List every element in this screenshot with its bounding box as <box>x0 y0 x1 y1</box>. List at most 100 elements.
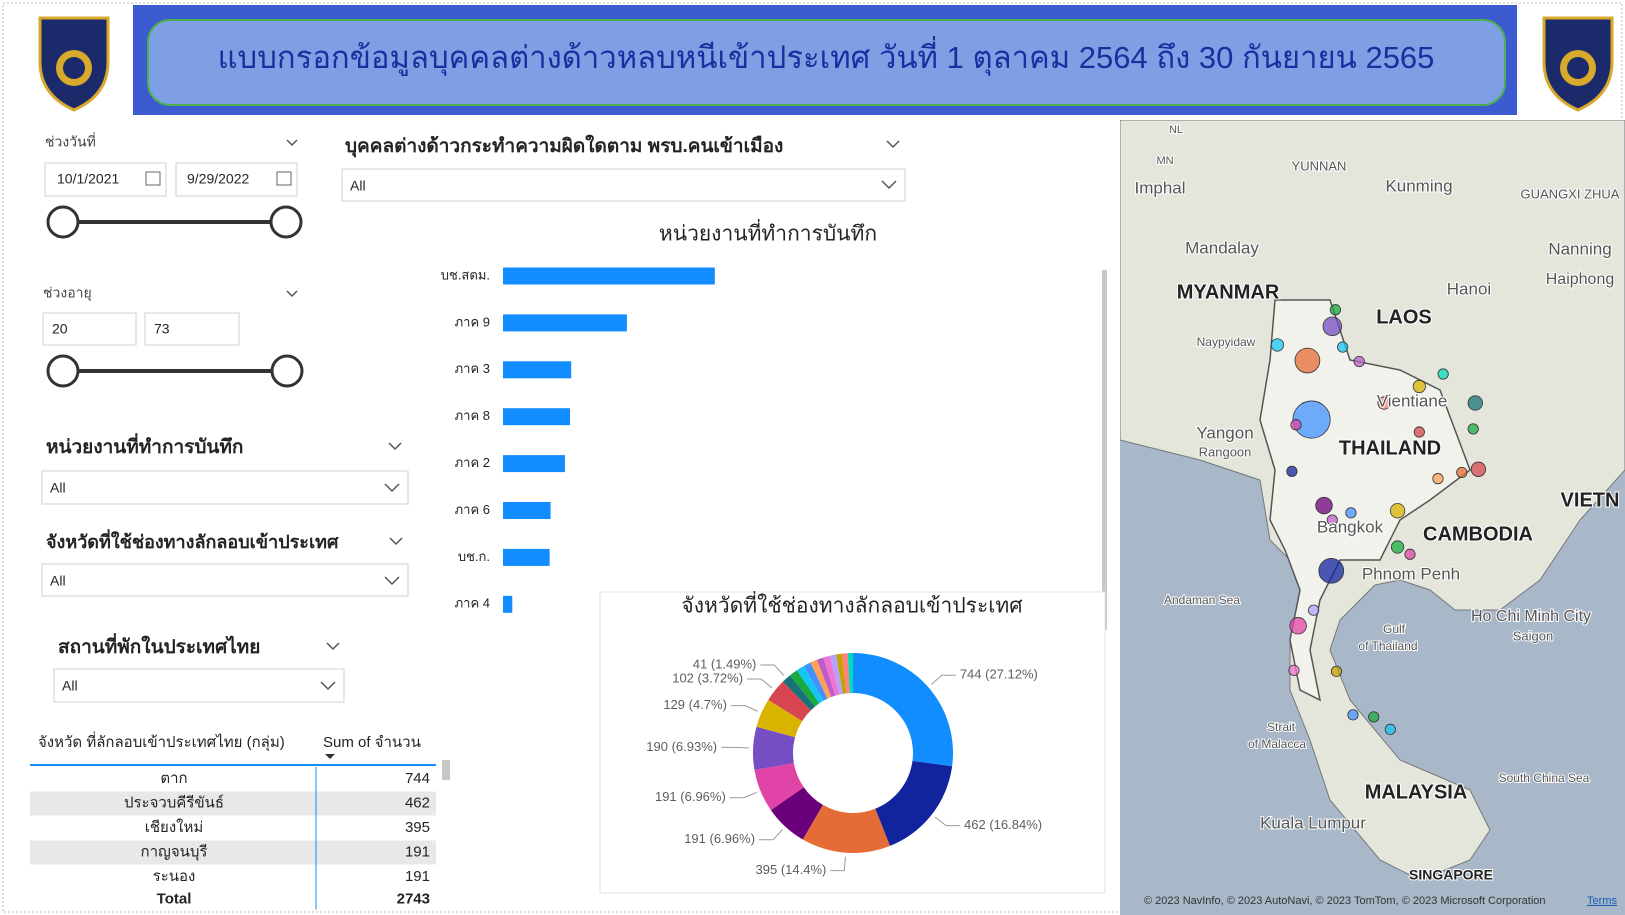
map-bubble[interactable] <box>1293 401 1330 438</box>
map-attribution: © 2023 NavInfo, © 2023 AutoNavi, © 2023 … <box>1144 895 1546 907</box>
map-bubble[interactable] <box>1271 339 1283 351</box>
slider-handle[interactable] <box>271 207 301 237</box>
map-label: GUANGXI ZHUA <box>1521 186 1620 201</box>
dropdown-value[interactable]: All <box>62 678 78 694</box>
data-label: 102 (3.72%) <box>672 670 743 685</box>
map-bubble[interactable] <box>1457 467 1467 477</box>
column-header[interactable]: Sum of จำนวน <box>323 734 421 751</box>
map-label: MALAYSIA <box>1365 781 1468 803</box>
map-bubble[interactable] <box>1323 317 1342 336</box>
map-bubble[interactable] <box>1291 420 1301 430</box>
chart-title: หน่วยงานที่ทำการบันทึก <box>659 219 877 246</box>
map-label: Kunming <box>1385 176 1452 195</box>
map-bubble[interactable] <box>1385 724 1395 734</box>
map-bubble[interactable] <box>1319 558 1344 583</box>
category-label: ภาค 9 <box>455 314 490 329</box>
header-title: แบบกรอกข้อมูลบุคคลต่างด้าวหลบหนีเข้าประเ… <box>218 36 1435 77</box>
slider-handle[interactable] <box>48 356 78 386</box>
map-label: THAILAND <box>1339 437 1441 459</box>
age-min[interactable]: 20 <box>52 321 68 337</box>
map-bubble[interactable] <box>1468 396 1483 411</box>
map-label: Bangkok <box>1317 517 1384 536</box>
map-bubble[interactable] <box>1295 348 1320 373</box>
map-label: LAOS <box>1376 306 1432 328</box>
dropdown-value[interactable]: All <box>350 178 366 194</box>
map-label: Ho Chi Minh City <box>1471 608 1591 625</box>
slider-handle[interactable] <box>48 207 78 237</box>
data-label: 191 (6.96%) <box>684 831 755 846</box>
map-label: Naypyidaw <box>1197 335 1256 349</box>
scrollbar[interactable] <box>442 760 450 780</box>
map-bubble[interactable] <box>1471 462 1486 477</box>
category-label: ภาค 2 <box>455 455 490 470</box>
bar[interactable] <box>503 549 550 566</box>
age-max[interactable]: 73 <box>154 321 170 337</box>
data-label: 190 (6.93%) <box>646 739 717 754</box>
map-label: Kuala Lumpur <box>1260 813 1366 832</box>
dropdown[interactable] <box>342 169 905 201</box>
map-bubble[interactable] <box>1369 712 1379 722</box>
bar[interactable] <box>503 455 565 472</box>
map-bubble[interactable] <box>1390 503 1405 518</box>
cell: 191 <box>405 868 430 885</box>
map-label: YUNNAN <box>1292 158 1347 173</box>
map-bubble[interactable] <box>1468 424 1478 434</box>
map-label: Haiphong <box>1546 271 1615 288</box>
row-band <box>30 792 436 816</box>
dashboard: แบบกรอกข้อมูลบุคคลต่างด้าวหลบหนีเข้าประเ… <box>0 0 1625 915</box>
data-label: 191 (6.96%) <box>655 789 726 804</box>
map-bubble[interactable] <box>1391 541 1403 553</box>
scrollbar[interactable] <box>1102 270 1107 630</box>
column-header[interactable]: จังหวัด ที่ลักลอบเข้าประเทศไทย (กลุ่ม) <box>38 731 285 752</box>
map-label: Rangoon <box>1199 444 1252 459</box>
date-start[interactable]: 10/1/2021 <box>57 171 119 187</box>
total-value: 2743 <box>397 890 430 907</box>
map-label: Phnom Penh <box>1362 564 1460 583</box>
map-terms[interactable]: Terms <box>1587 895 1617 907</box>
map-label: Yangon <box>1196 423 1253 442</box>
map-bubble[interactable] <box>1308 605 1318 615</box>
data-label: 395 (14.4%) <box>756 862 827 877</box>
bar[interactable] <box>503 502 551 519</box>
bar[interactable] <box>503 268 715 285</box>
map-bubble[interactable] <box>1438 369 1448 379</box>
map-bubble[interactable] <box>1346 508 1356 518</box>
map-bubble[interactable] <box>1330 305 1340 315</box>
slicer-title: สถานที่พักในประเทศไทย <box>58 633 260 658</box>
map-label: MYANMAR <box>1177 281 1280 303</box>
slicer-title: หน่วยงานที่ทำการบันทึก <box>46 433 243 458</box>
map-bubble[interactable] <box>1414 427 1424 437</box>
map-bubble[interactable] <box>1433 473 1443 483</box>
map-label: Saigon <box>1513 628 1553 643</box>
dropdown[interactable] <box>54 669 344 702</box>
slicer-label: ช่วงอายุ <box>43 285 92 302</box>
cell: 744 <box>405 770 430 787</box>
map-bubble[interactable] <box>1405 549 1415 559</box>
map-label: Hanoi <box>1447 279 1491 298</box>
bar[interactable] <box>503 408 570 425</box>
bar[interactable] <box>503 361 571 378</box>
date-end[interactable]: 9/29/2022 <box>187 171 249 187</box>
dropdown[interactable] <box>42 564 408 596</box>
row-band <box>30 841 436 865</box>
map-bubble[interactable] <box>1289 665 1299 675</box>
chart-title: จังหวัดที่ใช้ช่องทางลักลอบเข้าประเทศ <box>681 591 1023 618</box>
bar[interactable] <box>503 314 627 331</box>
map-bubble[interactable] <box>1290 617 1307 634</box>
dropdown[interactable] <box>42 471 408 504</box>
dropdown-value[interactable]: All <box>50 480 66 496</box>
cell: ประจวบคีรีขันธ์ <box>124 794 224 811</box>
map-bubble[interactable] <box>1287 466 1297 476</box>
map-bubble[interactable] <box>1331 666 1341 676</box>
map-label: Gulf <box>1383 622 1406 636</box>
map-bubble[interactable] <box>1354 356 1364 366</box>
dropdown-value[interactable]: All <box>50 573 66 589</box>
slider-handle[interactable] <box>272 356 302 386</box>
map-bubble[interactable] <box>1348 710 1358 720</box>
map-bubble[interactable] <box>1337 342 1347 352</box>
cell: 395 <box>405 819 430 836</box>
bar[interactable] <box>503 596 512 613</box>
cell: เชียงใหม่ <box>145 818 204 836</box>
map-bubble[interactable] <box>1316 497 1333 514</box>
